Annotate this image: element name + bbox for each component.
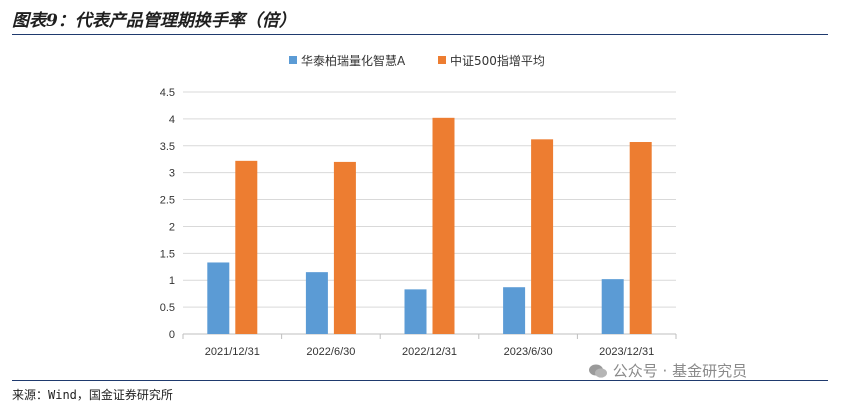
chart-legend: 华泰柏瑞量化智慧A 中证500指增平均 xyxy=(289,53,545,68)
chart-bars xyxy=(207,117,652,335)
bar-series1 xyxy=(404,289,427,334)
y-tick-label: 1.5 xyxy=(160,248,175,260)
x-tick-label: 2022/6/30 xyxy=(306,346,355,358)
bar-series2 xyxy=(629,142,652,334)
bar-series1 xyxy=(601,279,624,334)
bar-series2 xyxy=(333,161,356,334)
x-tick-label: 2023/6/30 xyxy=(504,346,553,358)
bar-series2 xyxy=(531,139,554,334)
y-tick-label: 0 xyxy=(169,329,175,341)
y-tick-label: 3.5 xyxy=(160,141,175,153)
legend-swatch xyxy=(289,56,297,64)
y-axis-ticks: 0 0.5 1 1.5 2 2.5 3 3.5 4 4.5 xyxy=(160,87,175,341)
bar-series1 xyxy=(503,287,526,334)
legend-swatch xyxy=(438,56,446,64)
y-tick-label: 4.5 xyxy=(160,87,175,99)
bar-chart: 0 0.5 1 1.5 2 2.5 3 3.5 4 4.5 2021/12/31 2022/6/30… xyxy=(160,53,677,358)
x-tick-label: 2021/12/31 xyxy=(205,346,260,358)
title-divider xyxy=(12,34,828,35)
watermark: 公众号 · 基金研究员 xyxy=(588,360,747,381)
x-tick-label: 2023/12/31 xyxy=(599,346,654,358)
figure-title: 图表9：代表产品管理期换手率（倍） xyxy=(12,11,296,31)
bar-series1 xyxy=(305,272,328,334)
y-tick-label: 0.5 xyxy=(160,302,175,314)
bar-series2 xyxy=(432,117,455,335)
wechat-icon xyxy=(589,364,607,378)
y-tick-label: 4 xyxy=(169,114,175,126)
chart-gridlines xyxy=(183,91,676,335)
bar-series2 xyxy=(235,160,258,334)
x-tick-label: 2022/12/31 xyxy=(402,346,457,358)
legend-label: 中证500指增平均 xyxy=(450,53,545,68)
x-axis-ticks: 2021/12/31 2022/6/30 2022/12/31 2023/6/30 20… xyxy=(182,334,677,358)
y-tick-label: 3 xyxy=(169,168,175,180)
y-tick-label: 1 xyxy=(169,275,175,287)
y-tick-label: 2.5 xyxy=(160,195,175,207)
legend-label: 华泰柏瑞量化智慧A xyxy=(301,53,406,68)
source-note: 来源：Wind，国金证券研究所 xyxy=(12,388,173,402)
bar-series1 xyxy=(207,262,230,334)
source-divider xyxy=(12,380,828,381)
watermark-text: 公众号 · 基金研究员 xyxy=(612,362,748,380)
y-tick-label: 2 xyxy=(169,221,175,233)
